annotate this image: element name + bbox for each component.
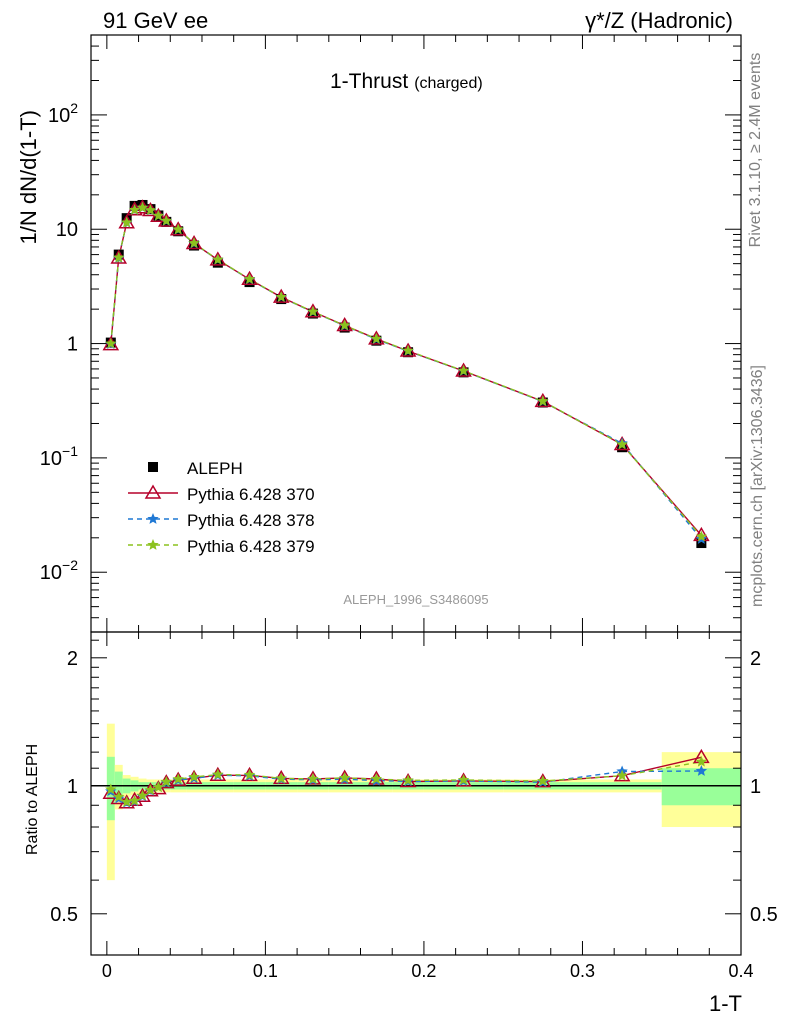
legend-label: ALEPH — [187, 459, 243, 478]
ratio-y-tick-label: 0.5 — [50, 904, 78, 926]
ratio-y-tick-label-right: 2 — [750, 648, 761, 670]
data-point — [617, 442, 628, 453]
x-tick-label: 0.4 — [728, 961, 753, 981]
ratio-point — [370, 772, 383, 784]
mc-point — [212, 253, 224, 265]
x-tick-label: 0.1 — [253, 961, 278, 981]
ratio-point — [144, 784, 157, 796]
mc-point — [152, 209, 165, 221]
ratio-point — [212, 768, 224, 780]
mc-point — [243, 273, 256, 284]
mc-point — [537, 395, 549, 407]
mc-point — [616, 438, 628, 450]
mc-point — [695, 530, 708, 542]
mc-point — [188, 237, 200, 249]
mc-point — [144, 204, 157, 216]
ratio-point — [136, 789, 149, 801]
ratio-y-tick-label: 1 — [67, 776, 78, 798]
mc-point — [136, 201, 149, 213]
legend-marker — [144, 484, 162, 499]
ratio-point — [695, 765, 708, 776]
mc-point — [338, 319, 351, 331]
mc-point — [113, 251, 125, 263]
axes — [90, 34, 742, 956]
mc-point — [307, 305, 319, 317]
data-point — [212, 257, 223, 268]
ratio-point — [695, 755, 708, 767]
ratio-y-tick-label: 2 — [67, 648, 78, 670]
legend: ALEPH Pythia 6.428 370 Pythia 6.428 378 Pyt… — [128, 459, 315, 556]
x-tick-label: 0 — [102, 961, 112, 981]
ratio-axis-label: Ratio to ALEPH — [24, 744, 41, 855]
ratio-point — [128, 794, 141, 806]
process-label: γ*/Z (Hadronic) — [585, 8, 733, 33]
x-axis-label: 1-T — [709, 991, 742, 1016]
ratio-stat-band — [661, 768, 741, 806]
tick-labels: 0 0.1 0.2 0.3 0.4 10−2 10−1 1 10 102 0.5 0.5 1 1 2 2 — [40, 100, 778, 981]
y-tick-label: 10−2 — [40, 557, 78, 584]
ratio-point — [338, 771, 351, 783]
y-tick-label: 10 — [56, 219, 78, 241]
mc-point — [105, 337, 117, 349]
mc-point — [160, 214, 173, 226]
mc-point — [172, 223, 184, 235]
ratio-point — [120, 796, 133, 807]
ratio-uncertainty-bands — [106, 723, 741, 881]
legend-label: Pythia 6.428 378 — [187, 511, 315, 530]
ratio-point — [457, 773, 470, 785]
ratio-y-tick-label-right: 1 — [750, 776, 761, 798]
y-axis-label: 1/N dN/d(1-T) — [16, 110, 41, 244]
ratio-point — [243, 768, 256, 780]
rivet-label: Rivet 3.1.10, ≥ 2.4M events — [747, 53, 764, 248]
chart-title: 1-Thrust (charged) — [330, 70, 483, 93]
legend-label: Pythia 6.428 370 — [187, 485, 315, 504]
mc-point — [120, 216, 133, 228]
mc-point — [402, 344, 414, 356]
ratio-point — [537, 775, 549, 786]
legend-marker — [148, 462, 158, 472]
ratio-point — [172, 773, 184, 785]
y-tick-label: 1 — [67, 334, 78, 356]
ratio-point — [105, 783, 117, 795]
legend-marker — [147, 539, 159, 550]
ratio-point — [152, 781, 165, 793]
x-tick-label: 0.2 — [411, 961, 436, 981]
ratio-y-tick-label-right: 0.5 — [750, 904, 778, 926]
ratio-point — [160, 775, 173, 787]
data-point — [696, 538, 707, 549]
ratio-point — [102, 784, 120, 799]
ratio-point — [307, 772, 319, 784]
mc-point — [128, 203, 141, 215]
mc-point — [275, 291, 287, 302]
ratio-point — [402, 774, 414, 786]
ratio-point — [188, 771, 200, 782]
y-tick-label: 10−1 — [40, 443, 78, 470]
legend-label: Pythia 6.428 379 — [187, 537, 315, 556]
ratio-point — [113, 790, 125, 802]
ratio-frame — [90, 631, 742, 956]
ratio-point — [616, 769, 628, 781]
mc-point — [370, 332, 383, 344]
x-tick-label: 0.3 — [570, 961, 595, 981]
analysis-label: ALEPH_1996_S3486095 — [343, 592, 488, 607]
series-lines — [110, 206, 702, 804]
y-tick-label: 102 — [48, 100, 78, 127]
ratio-point — [275, 772, 287, 784]
data-markers — [102, 199, 710, 809]
mc-point — [457, 364, 470, 376]
mcplots-label: mcplots.cern.ch [arXiv:1306.3436] — [749, 365, 766, 607]
energy-label: 91 GeV ee — [103, 8, 208, 33]
legend-marker — [147, 513, 159, 524]
